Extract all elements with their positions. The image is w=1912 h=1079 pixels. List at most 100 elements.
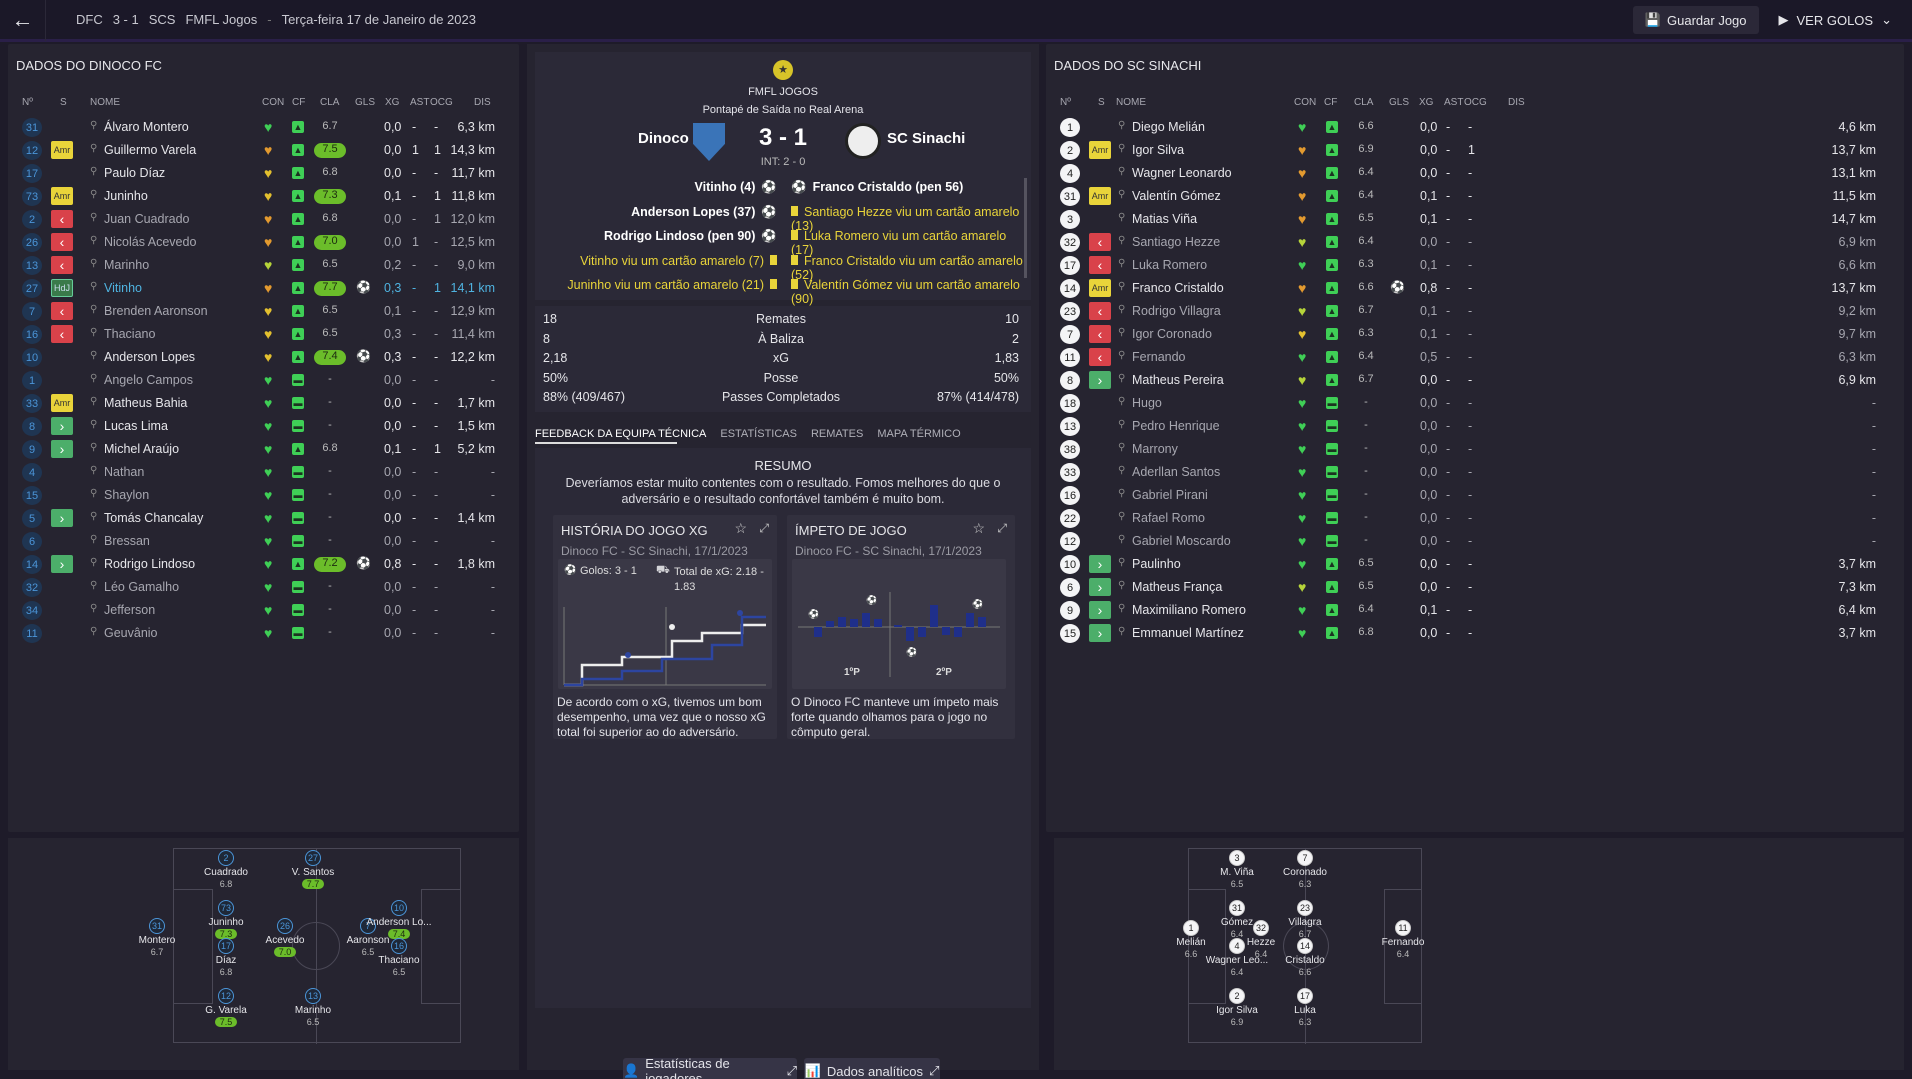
player-row[interactable]: 22 ⚲ Rafael Romo ♥ ▬ -0,0- - - [1054,507,1896,530]
player-name[interactable]: Santiago Hezze [1132,235,1221,249]
player-name[interactable]: Shaylon [104,488,150,502]
player-name[interactable]: Álvaro Montero [104,120,189,134]
player-name[interactable]: Marinho [104,258,150,272]
player-name[interactable]: Anderson Lopes [104,350,196,364]
pitch-player[interactable]: 12 G. Varela 7.5 [191,988,261,1028]
player-name[interactable]: Diego Melián [1132,120,1205,134]
player-row[interactable]: 27 HdJ ⚲ Vitinho ♥ ▲ 7.7 ⚽ 0,3- 1 14,1 km [16,277,511,300]
col-name[interactable]: NOME [1116,97,1146,108]
pitch-player[interactable]: 16 Thaciano 6.5 [364,938,434,978]
away-team-name[interactable]: SC Sinachi [887,130,966,147]
player-name[interactable]: Emmanuel Martínez [1132,626,1244,640]
pitch-player[interactable]: 2 Cuadrado 6.8 [191,850,261,890]
player-name[interactable]: Valentín Gómez [1132,189,1221,203]
player-row[interactable]: 12 Amr ⚲ Guillermo Varela ♥ ▲ 7.5 0,0 1 1 14,3 km [16,139,511,162]
player-row[interactable]: 14 › ⚲ Rodrigo Lindoso ♥ ▲ 7.2 ⚽ 0,8- -1,8 km [16,553,511,576]
col-name[interactable]: NOME [90,97,120,108]
events-scrollbar[interactable] [1024,178,1027,278]
player-row[interactable]: 16 ‹ ⚲ Thaciano ♥ ▲ 6.5 0,3- -11,4 km [16,323,511,346]
player-name[interactable]: Michel Araújo [104,442,180,456]
pitch-player[interactable]: 10 Anderson Lo... 7.4 [364,900,434,940]
player-name[interactable]: Brenden Aaronson [104,304,208,318]
player-row[interactable]: 2 Amr ⚲ Igor Silva ♥ ▲ 6.9 0,0- 1 13,7 km [1054,139,1896,162]
view-goals-button[interactable]: ▶ VER GOLOS ⌄ [1771,6,1900,34]
player-name[interactable]: Gabriel Moscardo [1132,534,1231,548]
player-row[interactable]: 15 ⚲ Shaylon ♥ ▬ -0,0- - - [16,484,511,507]
pitch-player[interactable]: 31 Gómez 6.4 [1202,900,1272,940]
player-name[interactable]: Matias Viña [1132,212,1198,226]
player-row[interactable]: 6 › ⚲ Matheus França ♥ ▲ 6.5 0,0- -7,3 km [1054,576,1896,599]
col-ocg[interactable]: OCG [1464,97,1487,108]
player-name[interactable]: Igor Coronado [1132,327,1212,341]
player-name[interactable]: Thaciano [104,327,156,341]
player-row[interactable]: 4 ⚲ Nathan ♥ ▬ -0,0- - - [16,461,511,484]
player-name[interactable]: Aderllan Santos [1132,465,1221,479]
col-cla[interactable]: CLA [320,97,340,108]
player-row[interactable]: 31 Amr ⚲ Valentín Gómez ♥ ▲ 6.4 0,1- -11,5 km [1054,185,1896,208]
expand-icon[interactable]: ⤢ [759,521,769,535]
col-cf[interactable]: CF [292,97,306,108]
col-no[interactable]: Nº [22,97,33,108]
player-name[interactable]: Tomás Chancalay [104,511,204,525]
player-name[interactable]: Wagner Leonardo [1132,166,1232,180]
player-row[interactable]: 17 ⚲ Paulo Díaz ♥ ▲ 6.8 0,0- -11,7 km [16,162,511,185]
pitch-player[interactable]: 4 Wagner Leo... 6.4 [1202,938,1272,978]
player-name[interactable]: Rodrigo Lindoso [104,557,196,571]
player-name[interactable]: Matheus Bahia [104,396,188,410]
player-name[interactable]: Guillermo Varela [104,143,197,157]
player-row[interactable]: 16 ⚲ Gabriel Pirani ♥ ▬ -0,0- - - [1054,484,1896,507]
player-row[interactable]: 17 ‹ ⚲ Luka Romero ♥ ▲ 6.3 0,1- -6,6 km [1054,254,1896,277]
player-name[interactable]: Fernando [1132,350,1186,364]
player-row[interactable]: 12 ⚲ Gabriel Moscardo ♥ ▬ -0,0- - - [1054,530,1896,553]
player-row[interactable]: 7 ‹ ⚲ Brenden Aaronson ♥ ▲ 6.5 0,1- -12,9 km [16,300,511,323]
player-row[interactable]: 7 ‹ ⚲ Igor Coronado ♥ ▲ 6.3 0,1- -9,7 km [1054,323,1896,346]
player-name[interactable]: Jefferson [104,603,156,617]
player-row[interactable]: 2 ‹ ⚲ Juan Cuadrado ♥ ▲ 6.8 0,0- 1 12,0 km [16,208,511,231]
player-row[interactable]: 26 ‹ ⚲ Nicolás Acevedo ♥ ▲ 7.0 0,0 1 -12,5 km [16,231,511,254]
tab-2[interactable]: REMATES [810,428,864,440]
player-row[interactable]: 11 ⚲ Geuvânio ♥ ▬ -0,0- - - [16,622,511,645]
player-name[interactable]: Angelo Campos [104,373,193,387]
col-no[interactable]: Nº [1060,97,1071,108]
expand-icon[interactable]: ⤢ [997,521,1007,535]
player-row[interactable]: 11 ‹ ⚲ Fernando ♥ ▲ 6.4 0,5- -6,3 km [1054,346,1896,369]
player-name[interactable]: Juninho [104,189,148,203]
player-row[interactable]: 18 ⚲ Hugo ♥ ▬ -0,0- - - [1054,392,1896,415]
tab-1[interactable]: ESTATÍSTICAS [720,428,797,440]
competition-link[interactable]: FMFL Jogos [185,12,258,27]
col-con[interactable]: CON [262,97,285,108]
player-row[interactable]: 9 › ⚲ Michel Araújo ♥ ▲ 6.8 0,1- 1 5,2 km [16,438,511,461]
col-ocg[interactable]: OCG [430,97,453,108]
pitch-player[interactable]: 31 Montero 6.7 [122,918,192,958]
pitch-player[interactable]: 27 V. Santos 7.7 [278,850,348,890]
player-row[interactable]: 5 › ⚲ Tomás Chancalay ♥ ▬ -0,0- -1,4 km [16,507,511,530]
save-game-button[interactable]: 💾 Guardar Jogo [1632,6,1759,34]
player-name[interactable]: Luka Romero [1132,258,1208,272]
player-name[interactable]: Léo Gamalho [104,580,180,594]
star-icon[interactable]: ☆ [734,520,747,536]
player-row[interactable]: 15 › ⚲ Emmanuel Martínez ♥ ▲ 6.8 0,0- -3,7 km [1054,622,1896,645]
pitch-player[interactable]: 2 Igor Silva 6.9 [1202,988,1272,1028]
player-row[interactable]: 8 › ⚲ Lucas Lima ♥ ▬ -0,0- -1,5 km [16,415,511,438]
player-row[interactable]: 33 ⚲ Aderllan Santos ♥ ▬ -0,0- - - [1054,461,1896,484]
player-name[interactable]: Marrony [1132,442,1178,456]
player-row[interactable]: 9 › ⚲ Maximiliano Romero ♥ ▲ 6.4 0,1- -6,4 km [1054,599,1896,622]
player-name[interactable]: Geuvânio [104,626,158,640]
player-name[interactable]: Rodrigo Villagra [1132,304,1221,318]
col-xg[interactable]: XG [385,97,400,108]
player-name[interactable]: Bressan [104,534,150,548]
player-row[interactable]: 10 › ⚲ Paulinho ♥ ▲ 6.5 0,0- -3,7 km [1054,553,1896,576]
col-ast[interactable]: AST [410,97,430,108]
player-row[interactable]: 33 Amr ⚲ Matheus Bahia ♥ ▬ -0,0- -1,7 km [16,392,511,415]
player-row[interactable]: 34 ⚲ Jefferson ♥ ▬ -0,0- - - [16,599,511,622]
player-row[interactable]: 31 ⚲ Álvaro Montero ♥ ▲ 6.7 0,0- -6,3 km [16,116,511,139]
player-name[interactable]: Rafael Romo [1132,511,1205,525]
analytics-button[interactable]: 📊 Dados analíticos ⤢ [804,1058,940,1079]
player-row[interactable]: 38 ⚲ Marrony ♥ ▬ -0,0- - - [1054,438,1896,461]
pitch-player[interactable]: 14 Cristaldo 6.6 [1270,938,1340,978]
pitch-player[interactable]: 23 Villagra 6.7 [1270,900,1340,940]
player-row[interactable]: 13 ⚲ Pedro Henrique ♥ ▬ -0,0- - - [1054,415,1896,438]
pitch-player[interactable]: 73 Juninho 7.3 [191,900,261,940]
pitch-player[interactable]: 1 Melián 6.6 [1156,920,1226,960]
player-row[interactable]: 4 ⚲ Wagner Leonardo ♥ ▲ 6.4 0,0- -13,1 km [1054,162,1896,185]
